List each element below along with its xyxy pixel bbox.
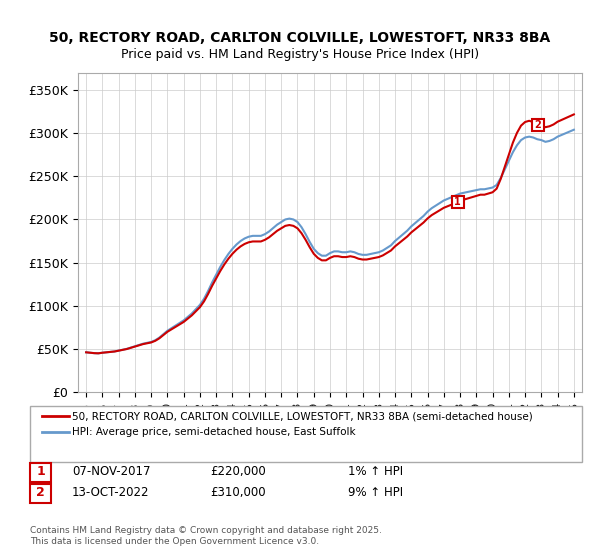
- Text: 07-NOV-2017: 07-NOV-2017: [72, 465, 151, 478]
- Text: £310,000: £310,000: [210, 486, 266, 500]
- Text: 2: 2: [37, 486, 45, 500]
- Text: 1: 1: [454, 197, 461, 207]
- Text: Price paid vs. HM Land Registry's House Price Index (HPI): Price paid vs. HM Land Registry's House …: [121, 48, 479, 60]
- Text: 1% ↑ HPI: 1% ↑ HPI: [348, 465, 403, 478]
- Text: Contains HM Land Registry data © Crown copyright and database right 2025.
This d: Contains HM Land Registry data © Crown c…: [30, 526, 382, 546]
- Text: £220,000: £220,000: [210, 465, 266, 478]
- Text: 9% ↑ HPI: 9% ↑ HPI: [348, 486, 403, 500]
- Text: 50, RECTORY ROAD, CARLTON COLVILLE, LOWESTOFT, NR33 8BA (semi-detached house): 50, RECTORY ROAD, CARLTON COLVILLE, LOWE…: [72, 411, 533, 421]
- Text: 1: 1: [37, 465, 45, 478]
- Text: HPI: Average price, semi-detached house, East Suffolk: HPI: Average price, semi-detached house,…: [72, 427, 356, 437]
- Text: 2: 2: [535, 120, 541, 129]
- Text: 13-OCT-2022: 13-OCT-2022: [72, 486, 149, 500]
- Text: 50, RECTORY ROAD, CARLTON COLVILLE, LOWESTOFT, NR33 8BA: 50, RECTORY ROAD, CARLTON COLVILLE, LOWE…: [49, 31, 551, 45]
